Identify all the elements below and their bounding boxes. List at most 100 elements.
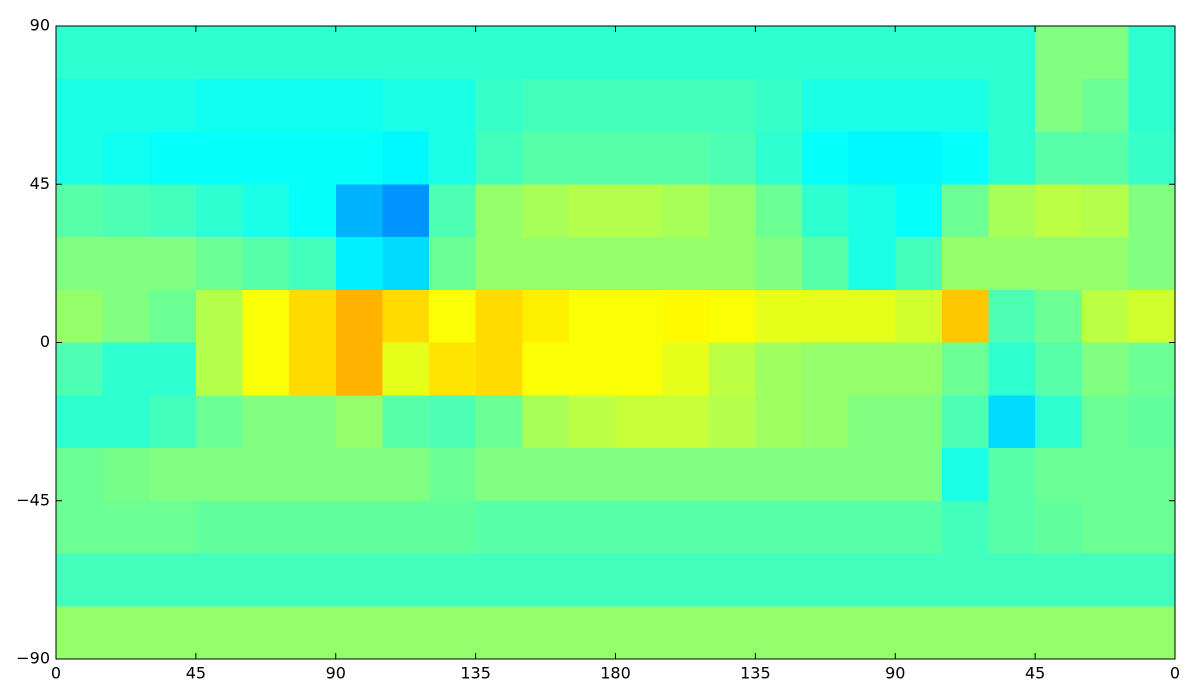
heat-cell: [1128, 448, 1176, 502]
heat-cell: [195, 237, 243, 291]
heat-cell: [149, 289, 197, 343]
heat-cell: [382, 131, 430, 185]
heat-cell: [988, 448, 1036, 502]
heat-cell: [102, 184, 150, 238]
heat-cell: [848, 500, 896, 554]
heat-cell: [1128, 237, 1176, 291]
heat-cell: [242, 26, 290, 80]
heat-cell: [848, 26, 896, 80]
heat-cell: [895, 184, 943, 238]
heat-cell: [289, 448, 337, 502]
heat-cell: [1035, 26, 1083, 80]
heat-cell: [662, 500, 710, 554]
heat-cell: [56, 448, 104, 502]
heat-cell: [802, 500, 850, 554]
heat-cell: [755, 553, 803, 607]
heat-cell: [1128, 78, 1176, 132]
heat-cell: [475, 553, 523, 607]
heat-cell: [1128, 500, 1176, 554]
heat-cell: [1081, 500, 1129, 554]
heat-cell: [755, 342, 803, 396]
heat-cell: [149, 78, 197, 132]
heat-cell: [1128, 553, 1176, 607]
x-tick-label: 135: [460, 664, 491, 683]
heat-cell: [848, 184, 896, 238]
heat-cell: [242, 78, 290, 132]
heat-cell: [755, 395, 803, 449]
heat-cell: [475, 26, 523, 80]
heat-cell: [289, 606, 337, 660]
heat-cell: [429, 184, 477, 238]
heat-cell: [895, 289, 943, 343]
heat-cell: [335, 606, 383, 660]
heat-cell: [382, 606, 430, 660]
heat-cell: [708, 553, 756, 607]
heat-cell: [802, 184, 850, 238]
heat-cell: [289, 289, 337, 343]
heat-cell: [755, 289, 803, 343]
heat-cell: [56, 184, 104, 238]
heat-cell: [1081, 448, 1129, 502]
heat-cell: [429, 500, 477, 554]
heat-cell: [195, 448, 243, 502]
heat-cell: [195, 289, 243, 343]
heat-cell: [895, 606, 943, 660]
heat-cell: [615, 342, 663, 396]
heat-cell: [102, 500, 150, 554]
heat-cell: [382, 395, 430, 449]
heat-cell: [195, 78, 243, 132]
heat-cell: [568, 289, 616, 343]
heat-cell: [475, 500, 523, 554]
heat-cell: [242, 131, 290, 185]
heat-cell: [615, 237, 663, 291]
heat-cell: [56, 553, 104, 607]
heat-cell: [475, 395, 523, 449]
heat-cell: [662, 553, 710, 607]
heat-cell: [1035, 237, 1083, 291]
heat-cell: [988, 500, 1036, 554]
heat-cell: [102, 342, 150, 396]
heat-cell: [755, 237, 803, 291]
heat-cell: [56, 606, 104, 660]
heat-cell: [382, 289, 430, 343]
heat-cell: [522, 395, 570, 449]
y-tick-label: 45: [30, 174, 50, 193]
heatmap: [56, 26, 1176, 660]
heat-cell: [941, 395, 989, 449]
heat-cell: [895, 553, 943, 607]
heat-cell: [615, 606, 663, 660]
heat-cell: [242, 237, 290, 291]
heat-cell: [615, 131, 663, 185]
heat-cell: [242, 395, 290, 449]
x-tick-label: 135: [740, 664, 771, 683]
heat-cell: [149, 131, 197, 185]
heat-cell: [988, 26, 1036, 80]
heat-cell: [568, 500, 616, 554]
heat-cell: [102, 131, 150, 185]
heat-cell: [522, 606, 570, 660]
heat-cell: [802, 553, 850, 607]
heat-cell: [1128, 289, 1176, 343]
heat-cell: [708, 448, 756, 502]
heat-cell: [289, 131, 337, 185]
y-tick-label: 0: [40, 332, 50, 351]
heat-cell: [429, 342, 477, 396]
heat-cell: [195, 553, 243, 607]
heat-cell: [335, 553, 383, 607]
heat-cell: [429, 26, 477, 80]
heat-cell: [242, 184, 290, 238]
y-tick-label: 90: [30, 16, 50, 35]
heat-cell: [429, 131, 477, 185]
heat-cell: [289, 342, 337, 396]
heat-cell: [662, 342, 710, 396]
heat-cell: [1128, 342, 1176, 396]
heat-cell: [708, 342, 756, 396]
heat-cell: [335, 237, 383, 291]
heat-cell: [335, 500, 383, 554]
heat-cell: [1081, 78, 1129, 132]
heat-cell: [56, 395, 104, 449]
heat-cell: [242, 606, 290, 660]
heat-cell: [289, 237, 337, 291]
heat-cell: [895, 395, 943, 449]
heat-cell: [988, 395, 1036, 449]
